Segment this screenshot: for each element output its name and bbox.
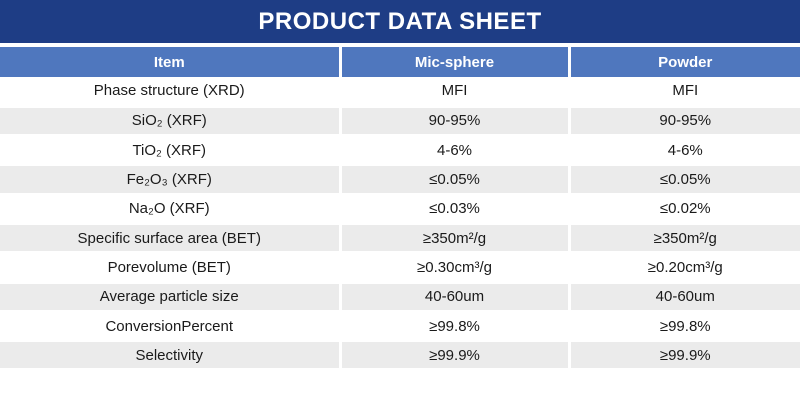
item-cell: Phase structure (XRD)	[0, 77, 342, 108]
item-cell: Na₂O (XRF)	[0, 194, 342, 225]
mic-sphere-cell: ≥0.30cm³/g	[340, 252, 571, 284]
banner-divider	[0, 43, 800, 47]
table-row: Phase structure (XRD) MFI MFI	[0, 77, 800, 108]
column-header-mic-sphere: Mic-sphere	[340, 47, 571, 77]
item-cell: Selectivity	[0, 340, 342, 372]
table-row: Fe₂O₃ (XRF) ≤0.05% ≤0.05%	[0, 164, 800, 196]
powder-cell: ≤0.05%	[569, 164, 800, 196]
mic-sphere-cell: ≤0.05%	[340, 164, 571, 196]
mic-sphere-cell: MFI	[340, 77, 571, 108]
item-cell: TiO₂ (XRF)	[0, 135, 342, 167]
powder-cell: MFI	[569, 77, 800, 108]
powder-cell: ≥99.8%	[569, 311, 800, 343]
table-row: Na₂O (XRF) ≤0.03% ≤0.02%	[0, 194, 800, 225]
table-row: TiO₂ (XRF) 4-6% 4-6%	[0, 135, 800, 167]
mic-sphere-cell: 4-6%	[340, 135, 571, 167]
item-cell: Fe₂O₃ (XRF)	[0, 164, 342, 196]
mic-sphere-cell: 40-60um	[340, 282, 571, 313]
table-row: Specific surface area (BET) ≥350m²/g ≥35…	[0, 223, 800, 255]
powder-cell: 90-95%	[569, 106, 800, 138]
powder-cell: ≥0.20cm³/g	[569, 252, 800, 284]
item-cell: SiO₂ (XRF)	[0, 106, 342, 138]
item-cell: ConversionPercent	[0, 311, 342, 343]
table-row: Average particle size 40-60um 40-60um	[0, 282, 800, 313]
page-title: PRODUCT DATA SHEET	[258, 7, 542, 35]
powder-cell: ≥350m²/g	[569, 223, 800, 255]
powder-cell: 40-60um	[569, 282, 800, 313]
mic-sphere-cell: ≥99.9%	[340, 340, 571, 372]
item-cell: Specific surface area (BET)	[0, 223, 342, 255]
table-row: ConversionPercent ≥99.8% ≥99.8%	[0, 311, 800, 343]
mic-sphere-cell: ≤0.03%	[340, 194, 571, 225]
mic-sphere-cell: ≥99.8%	[340, 311, 571, 343]
column-header-powder: Powder	[569, 47, 800, 77]
table-row: SiO₂ (XRF) 90-95% 90-95%	[0, 106, 800, 138]
mic-sphere-cell: ≥350m²/g	[340, 223, 571, 255]
item-cell: Average particle size	[0, 282, 342, 313]
mic-sphere-cell: 90-95%	[340, 106, 571, 138]
table-row: Porevolume (BET) ≥0.30cm³/g ≥0.20cm³/g	[0, 252, 800, 284]
column-header-item: Item	[0, 47, 342, 77]
table-header-row: Item Mic-sphere Powder	[0, 47, 800, 77]
powder-cell: ≤0.02%	[569, 194, 800, 225]
product-data-table: Item Mic-sphere Powder Phase structure (…	[0, 47, 800, 372]
powder-cell: 4-6%	[569, 135, 800, 167]
header-banner: PRODUCT DATA SHEET	[0, 0, 800, 43]
table-row: Selectivity ≥99.9% ≥99.9%	[0, 340, 800, 372]
powder-cell: ≥99.9%	[569, 340, 800, 372]
item-cell: Porevolume (BET)	[0, 252, 342, 284]
